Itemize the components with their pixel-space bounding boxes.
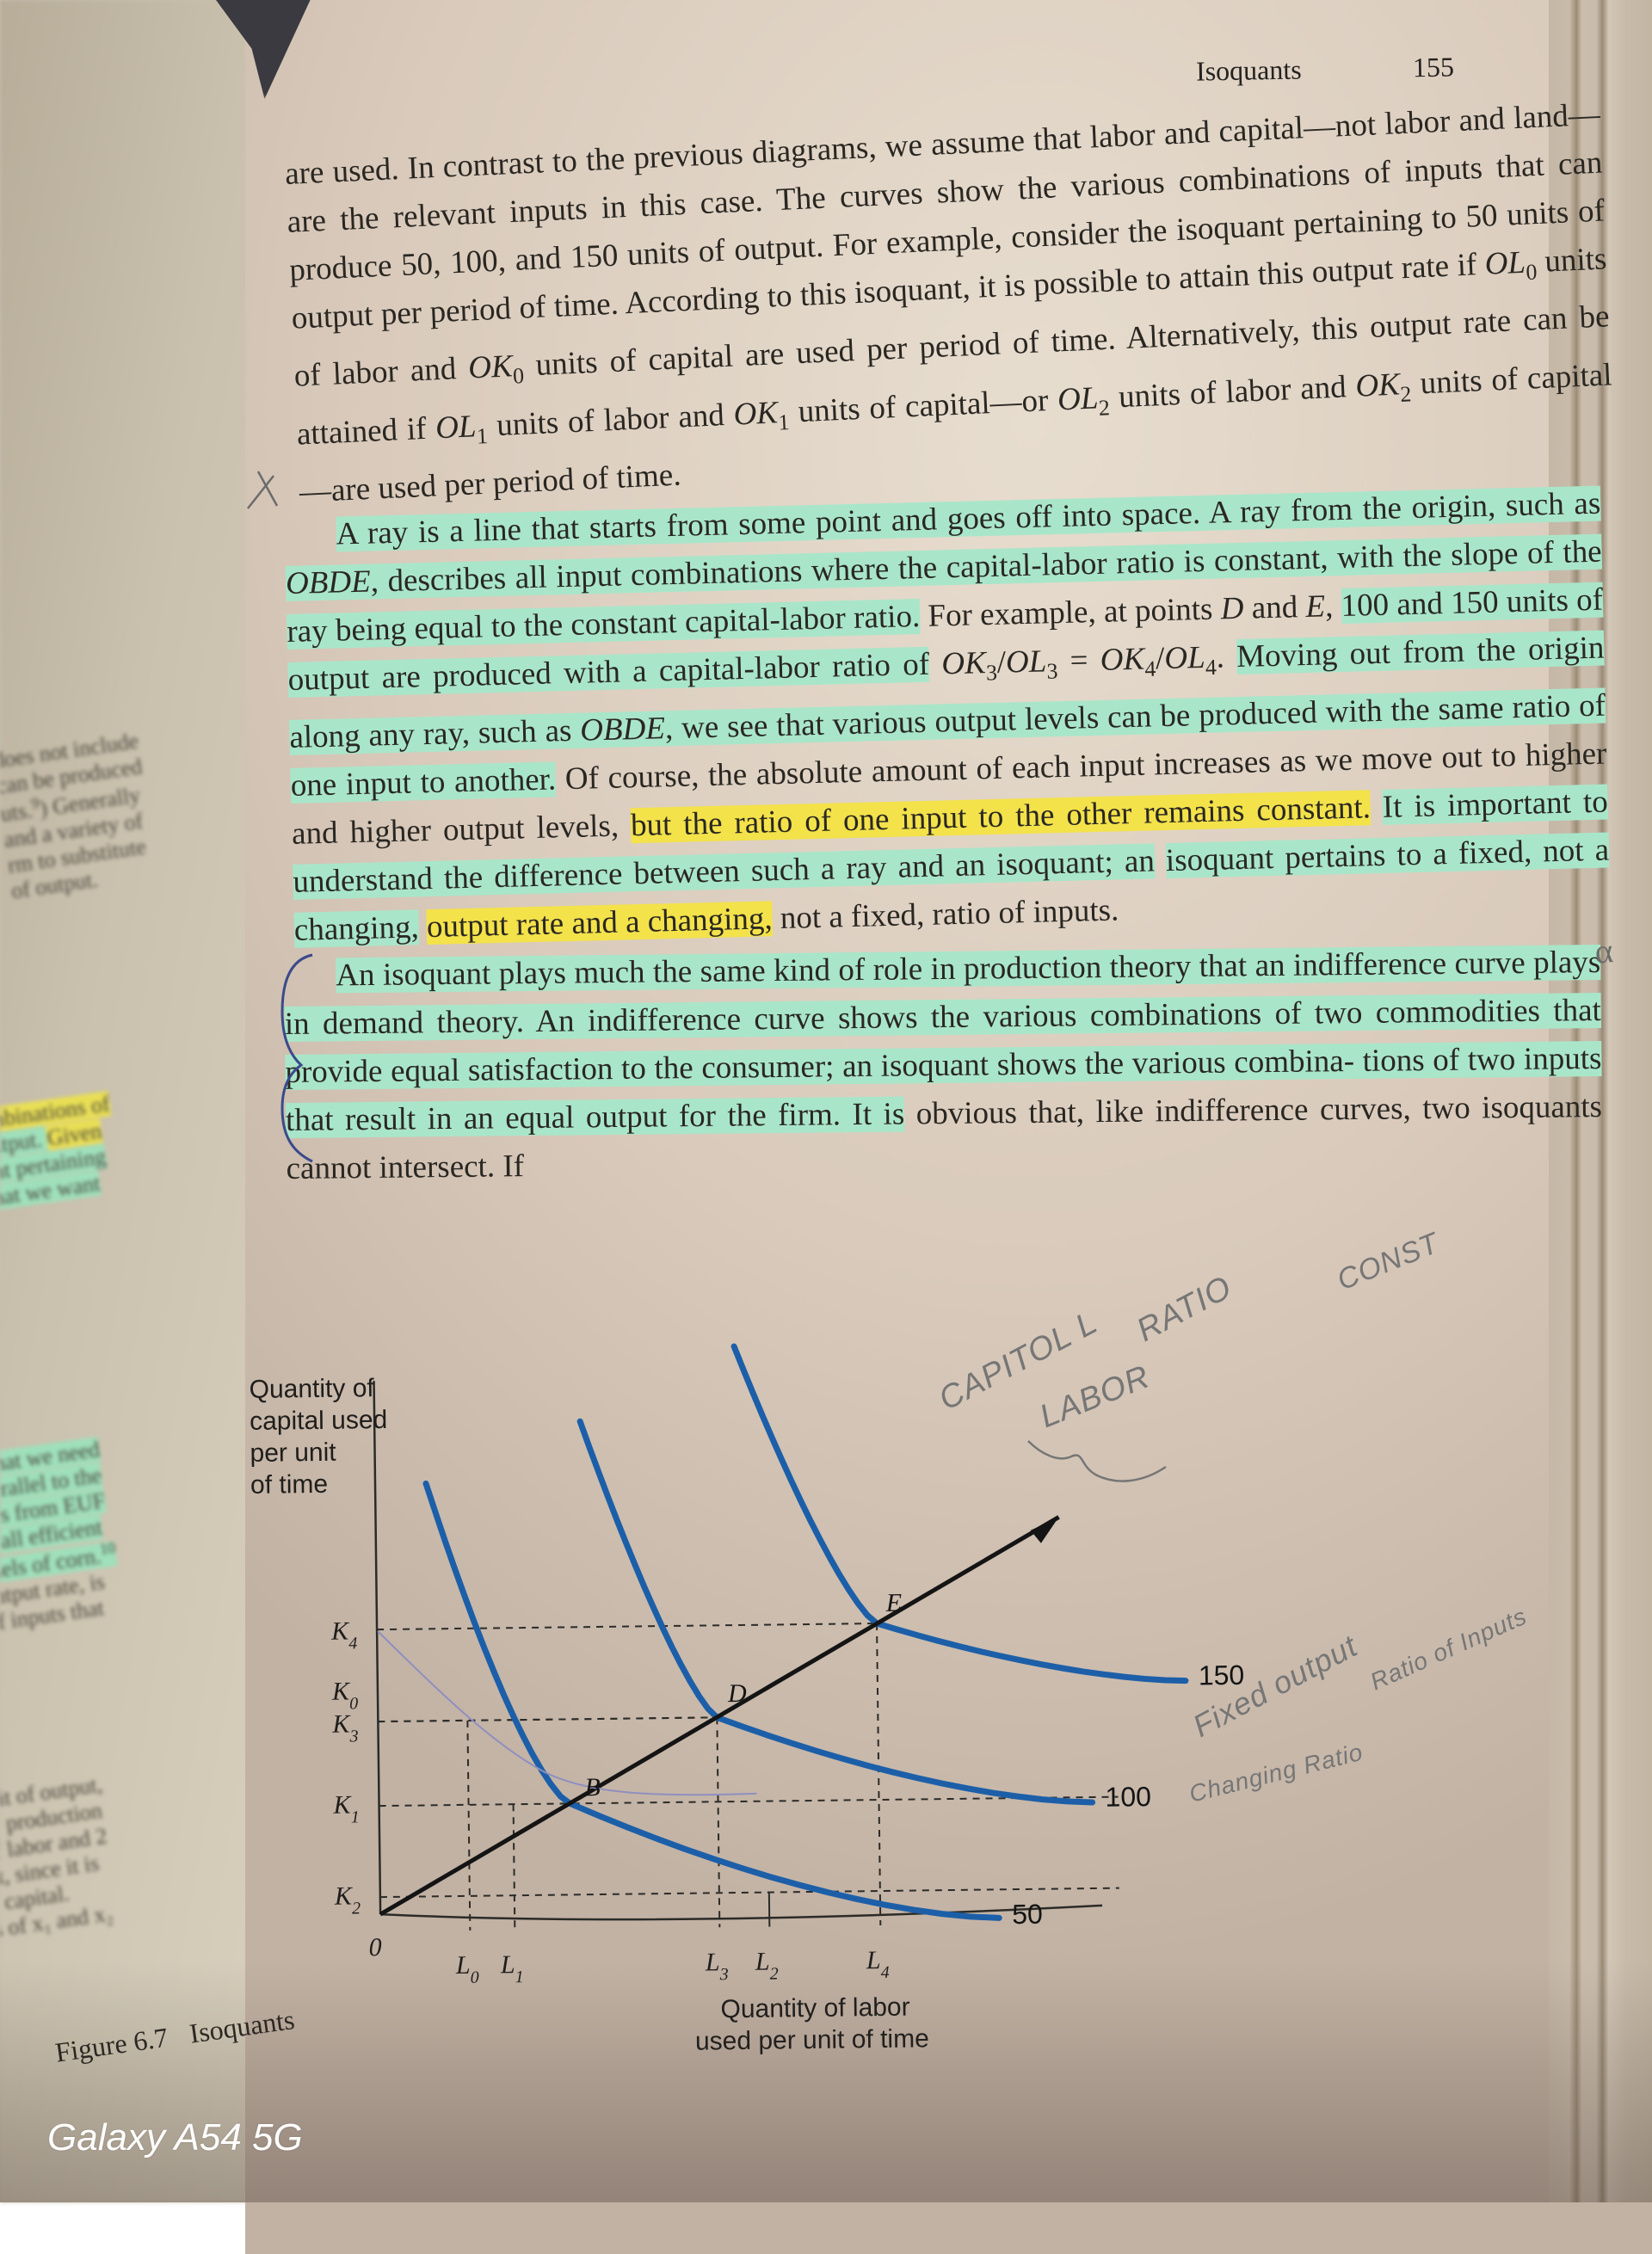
svg-text:K3: K3 (331, 1709, 359, 1746)
svg-text:per unit: per unit (250, 1438, 336, 1468)
svg-text:0: 0 (368, 1933, 381, 1961)
svg-text:K4: K4 (330, 1617, 358, 1653)
svg-text:K0: K0 (331, 1677, 359, 1713)
svg-text:of time: of time (250, 1470, 328, 1500)
svg-text:K2: K2 (334, 1881, 361, 1918)
svg-text:150: 150 (1199, 1660, 1245, 1691)
svg-text:capital used: capital used (250, 1406, 388, 1436)
svg-text:100: 100 (1105, 1781, 1151, 1813)
svg-text:E: E (885, 1589, 903, 1617)
svg-text:50: 50 (1012, 1899, 1043, 1930)
svg-text:K1: K1 (332, 1790, 360, 1826)
svg-text:Quantity of: Quantity of (249, 1374, 374, 1404)
svg-text:B: B (584, 1773, 601, 1801)
svg-text:D: D (727, 1679, 747, 1708)
